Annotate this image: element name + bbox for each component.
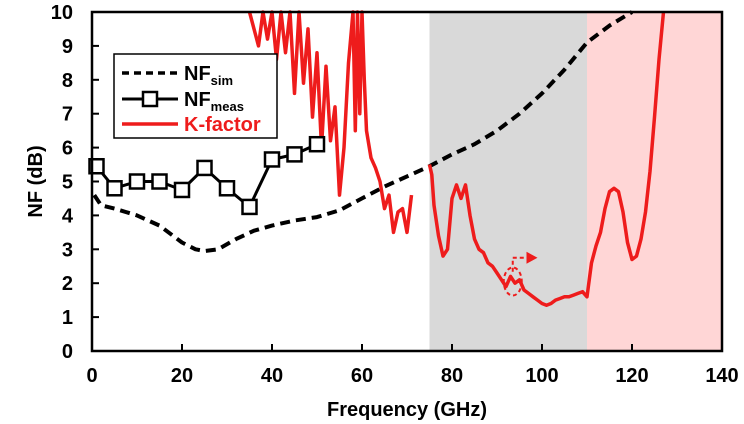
x-tick-label: 120 [615,365,648,387]
y-tick-label: 0 [62,341,73,363]
legend-label-nf-meas: NFmeas [184,89,244,114]
y-tick-label: 6 [62,138,73,160]
legend-item-k-factor: K-factor [122,114,261,136]
y-tick-label: 9 [62,36,73,58]
nf-meas-point-9 [286,146,303,163]
annotation-arrow-line [511,256,528,272]
x-tick-label: 80 [441,365,463,387]
shaded-regions [429,12,722,351]
y-tick-label: 3 [62,239,73,261]
annotations [502,251,538,297]
x-axis-title: Frequency (GHz) [327,399,487,421]
y-tick-label: 4 [62,205,74,227]
nf-meas-point-2 [128,173,146,190]
nf-meas-point-8 [263,151,281,168]
shaded-region-0 [429,12,587,351]
series-line-k-factor-segment-1 [427,11,666,307]
x-tick-label: 0 [86,365,97,387]
shaded-region-1 [587,12,722,351]
y-tick-label: 1 [62,307,73,329]
nf-meas-point-1 [106,180,123,197]
annotation-arrow-head [526,251,538,264]
legend-item-nf-meas: NFmeas [122,89,244,114]
legend-label-nf-sim: NFsim [184,63,233,88]
y-tick-label: 10 [51,2,73,24]
nf-meas-point-7 [241,198,258,216]
nf-meas-point-10 [308,135,326,153]
nf-meas-point-4 [173,181,191,199]
legend-label-k-factor: K-factor [184,114,261,136]
annotation-ellipse [502,266,523,297]
x-tick-label: 100 [525,365,558,387]
y-tick-label: 8 [62,70,73,92]
y-tick-label: 5 [62,172,73,194]
legend-item-nf-sim: NFsim [122,63,233,88]
legend: NFsim NFmeas K-factor [113,53,278,139]
series-line-k-factor-segment-0 [247,10,414,235]
nf-meas-point-3 [151,173,168,190]
y-axis-title: NF (dB) [25,145,47,217]
legend-square-marker [141,90,159,108]
x-tick-label: 140 [705,365,738,387]
axis-ticks: 0 20 40 60 80 100 120 140 0 1 2 3 4 5 6 7 8 9 10 [51,2,739,387]
y-tick-label: 7 [62,104,73,126]
x-tick-label: 40 [261,365,283,387]
nf-meas-point-5 [196,159,213,177]
x-tick-label: 20 [171,365,193,387]
x-tick-label: 60 [351,365,373,387]
y-tick-label: 2 [62,273,73,295]
nf-meas-point-6 [218,180,236,197]
series-line-nf-sim [92,10,634,253]
